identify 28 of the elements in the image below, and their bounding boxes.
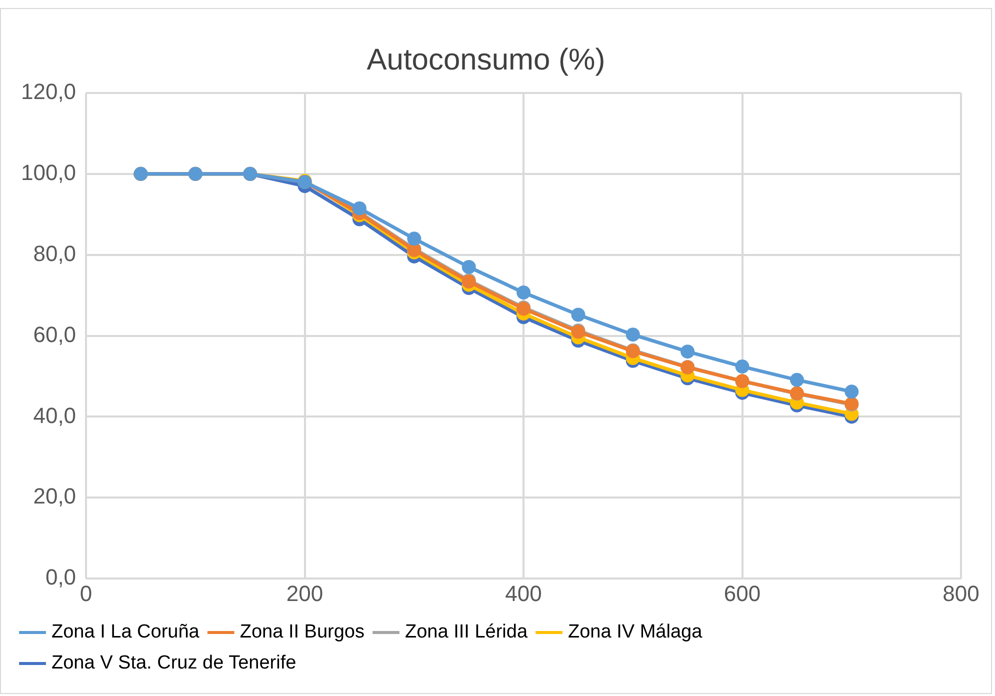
y-tick-label: 100,0 <box>20 160 76 185</box>
legend-label: Zona I La Coruña <box>52 622 200 643</box>
legend-label: Zona II Burgos <box>240 622 364 643</box>
y-tick-label: 40,0 <box>33 402 76 428</box>
x-tick-label: 400 <box>505 580 542 606</box>
point <box>626 328 640 342</box>
point <box>516 286 531 300</box>
legend-label: Zona V Sta. Cruz de Tenerife <box>52 652 296 674</box>
chart-title: Autoconsumo (%) <box>366 43 606 76</box>
point <box>844 384 859 399</box>
legend-label: Zona IV Málaga <box>568 622 703 643</box>
x-tick-label: 0 <box>80 580 92 606</box>
x-tick-label: 800 <box>942 580 980 606</box>
point <box>571 308 586 322</box>
x-tick-label: 200 <box>286 580 324 606</box>
point <box>352 201 366 216</box>
y-tick-label: 20,0 <box>33 484 76 509</box>
point <box>735 360 750 374</box>
y-tick-label: 0,0 <box>45 564 76 590</box>
point <box>407 232 422 246</box>
point <box>462 260 476 274</box>
y-tick-label: 80,0 <box>33 240 76 266</box>
y-tick-label: 60,0 <box>33 322 76 347</box>
y-tick-label: 120,0 <box>20 79 76 104</box>
point <box>680 344 695 359</box>
legend-label: Zona III Lérida <box>404 622 528 643</box>
x-tick-label: 600 <box>724 580 761 606</box>
point <box>790 372 804 387</box>
